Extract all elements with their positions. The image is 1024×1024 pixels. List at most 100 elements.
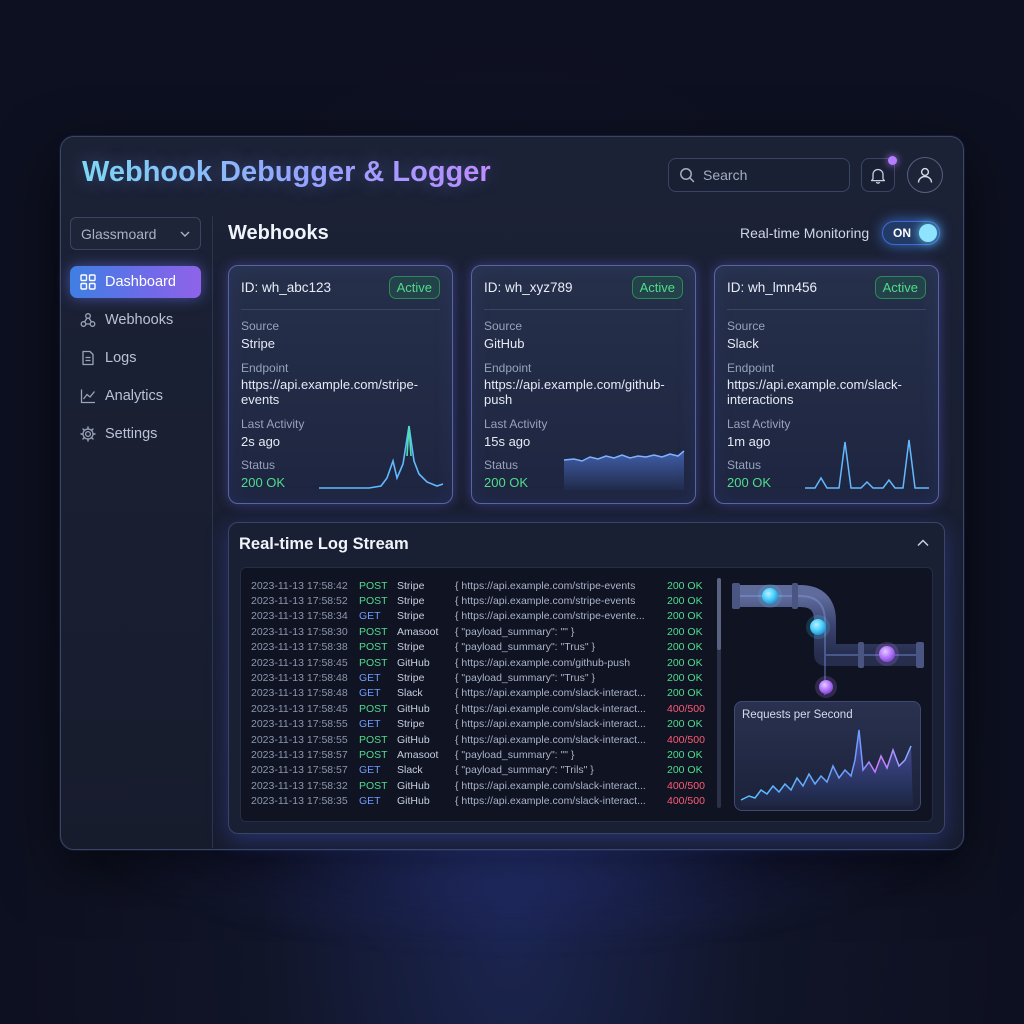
log-time: 2023-11-13 17:58:42 bbox=[251, 579, 348, 592]
workspace-label: Glassmoard bbox=[81, 225, 157, 242]
notification-dot bbox=[888, 156, 897, 165]
log-source: GitHub bbox=[397, 795, 430, 808]
status-badge: Active bbox=[631, 276, 683, 299]
log-source: Stripe bbox=[397, 718, 425, 731]
log-source: Amasoot bbox=[397, 625, 439, 638]
sidebar-item-label: Webhooks bbox=[105, 312, 174, 328]
log-status: 200 OK bbox=[667, 718, 703, 731]
source-value: Slack bbox=[727, 336, 759, 351]
log-row[interactable]: 2023-11-13 17:58:57 POST Amasoot { "payload… bbox=[251, 747, 711, 762]
log-method: POST bbox=[359, 579, 388, 592]
log-source: Stripe bbox=[397, 641, 425, 654]
last-activity-label: Last Activity bbox=[241, 417, 305, 431]
search-input[interactable] bbox=[703, 167, 833, 183]
log-row[interactable]: 2023-11-13 17:58:55 GET Stripe { https://ap… bbox=[251, 717, 711, 732]
status-label: Status bbox=[241, 458, 276, 472]
status-label: Status bbox=[484, 458, 519, 472]
log-status: 200 OK bbox=[667, 579, 703, 592]
log-row[interactable]: 2023-11-13 17:58:55 POST GitHub { https://a… bbox=[251, 732, 711, 747]
realtime-monitoring-toggle[interactable]: ON bbox=[882, 221, 940, 245]
chart-line-icon bbox=[80, 389, 96, 404]
log-status: 200 OK bbox=[667, 687, 703, 700]
sidebar-item-logs[interactable]: Logs bbox=[70, 342, 201, 374]
sidebar-item-label: Logs bbox=[105, 350, 137, 366]
status-badge: Active bbox=[388, 276, 440, 299]
log-status: 200 OK bbox=[667, 764, 703, 777]
document-icon bbox=[82, 350, 94, 366]
log-status: 200 OK bbox=[667, 656, 703, 669]
log-row[interactable]: 2023-11-13 17:58:42 POST Stripe { https://a… bbox=[251, 578, 711, 593]
log-time: 2023-11-13 17:58:34 bbox=[251, 610, 348, 623]
webhook-card[interactable]: ID: wh_lmn456 Active Source Slack Endpoi… bbox=[714, 265, 939, 504]
bell-icon bbox=[870, 168, 886, 184]
log-method: GET bbox=[359, 672, 381, 685]
log-payload: { "payload_summary": "Trus" } bbox=[455, 641, 595, 654]
log-method: GET bbox=[359, 795, 381, 808]
webhook-card[interactable]: ID: wh_abc123 Active Source Stripe Endpo… bbox=[228, 265, 453, 504]
log-time: 2023-11-13 17:58:55 bbox=[251, 718, 348, 731]
log-time: 2023-11-13 17:58:32 bbox=[251, 779, 348, 792]
log-table: 2023-11-13 17:58:42 POST Stripe { https://a… bbox=[251, 578, 711, 809]
log-row[interactable]: 2023-11-13 17:58:30 POST Amasoot { "payload… bbox=[251, 624, 711, 639]
log-status: 200 OK bbox=[667, 748, 703, 761]
log-time: 2023-11-13 17:58:35 bbox=[251, 795, 348, 808]
webhook-card[interactable]: ID: wh_xyz789 Active Source GitHub Endpo… bbox=[471, 265, 696, 504]
log-status: 400/500 bbox=[667, 733, 705, 746]
log-row[interactable]: 2023-11-13 17:58:48 GET Slack { https://api… bbox=[251, 686, 711, 701]
log-payload: { "payload_summary": "Trus" } bbox=[455, 672, 595, 685]
log-time: 2023-11-13 17:58:45 bbox=[251, 702, 348, 715]
activity-sparkline bbox=[564, 450, 685, 490]
sidebar-item-webhooks[interactable]: Webhooks bbox=[70, 304, 201, 336]
sidebar-item-label: Settings bbox=[105, 426, 158, 442]
log-payload: { https://api.example.com/stripe-events bbox=[455, 579, 636, 592]
sidebar-item-label: Analytics bbox=[105, 388, 164, 404]
log-scrollbar[interactable] bbox=[717, 578, 721, 808]
status-value: 200 OK bbox=[484, 475, 529, 490]
last-activity-value: 1m ago bbox=[727, 434, 771, 449]
workspace-select[interactable]: Glassmoard bbox=[70, 217, 201, 250]
webhook-id: ID: wh_abc123 bbox=[241, 280, 332, 295]
log-row[interactable]: 2023-11-13 17:58:45 POST GitHub { https://a… bbox=[251, 701, 711, 716]
log-status: 400/500 bbox=[667, 702, 705, 715]
sidebar-item-settings[interactable]: Settings bbox=[70, 418, 201, 450]
user-avatar[interactable] bbox=[907, 157, 943, 193]
log-time: 2023-11-13 17:58:38 bbox=[251, 641, 348, 654]
log-row[interactable]: 2023-11-13 17:58:38 POST Stripe { "payload_… bbox=[251, 640, 711, 655]
rps-chart bbox=[740, 729, 913, 806]
endpoint-label: Endpoint bbox=[241, 361, 289, 375]
status-badge: Active bbox=[874, 276, 926, 299]
log-row[interactable]: 2023-11-13 17:58:32 POST GitHub { https://a… bbox=[251, 778, 711, 793]
log-source: Stripe bbox=[397, 610, 425, 623]
log-payload: { https://api.example.com/github-push bbox=[455, 656, 631, 669]
log-source: Stripe bbox=[397, 595, 425, 608]
pipeline-illustration bbox=[732, 583, 924, 698]
status-label: Status bbox=[727, 458, 762, 472]
endpoint-label: Endpoint bbox=[727, 361, 775, 375]
log-time: 2023-11-13 17:58:52 bbox=[251, 595, 348, 608]
log-status: 200 OK bbox=[667, 625, 703, 638]
log-row[interactable]: 2023-11-13 17:58:48 GET Stripe { "payload_s… bbox=[251, 670, 711, 685]
notifications-button[interactable] bbox=[861, 156, 897, 192]
endpoint-value: https://api.example.com/github-push bbox=[484, 377, 665, 407]
log-status: 400/500 bbox=[667, 795, 705, 808]
log-source: GitHub bbox=[397, 733, 430, 746]
chevron-up-icon[interactable] bbox=[916, 536, 930, 550]
log-method: GET bbox=[359, 718, 381, 731]
requests-per-second-panel bbox=[734, 701, 921, 811]
log-source: Stripe bbox=[397, 672, 425, 685]
webhook-icon bbox=[80, 313, 96, 327]
log-row[interactable]: 2023-11-13 17:58:45 POST GitHub { https://a… bbox=[251, 655, 711, 670]
search-box[interactable] bbox=[668, 158, 850, 192]
log-method: POST bbox=[359, 702, 388, 715]
sidebar-item-analytics[interactable]: Analytics bbox=[70, 380, 201, 412]
log-row[interactable]: 2023-11-13 17:58:57 GET Slack { "payload_su… bbox=[251, 763, 711, 778]
log-payload: { https://api.example.com/slack-interact… bbox=[455, 687, 646, 700]
log-row[interactable]: 2023-11-13 17:58:34 GET Stripe { https://ap… bbox=[251, 609, 711, 624]
log-row[interactable]: 2023-11-13 17:58:35 GET GitHub { https://ap… bbox=[251, 793, 711, 808]
log-row[interactable]: 2023-11-13 17:58:52 POST Stripe { https://a… bbox=[251, 593, 711, 608]
log-time: 2023-11-13 17:58:45 bbox=[251, 656, 348, 669]
log-method: POST bbox=[359, 733, 388, 746]
search-icon bbox=[680, 168, 695, 183]
log-scroll-thumb[interactable] bbox=[717, 578, 721, 650]
sidebar-item-dashboard[interactable]: Dashboard bbox=[70, 266, 201, 298]
